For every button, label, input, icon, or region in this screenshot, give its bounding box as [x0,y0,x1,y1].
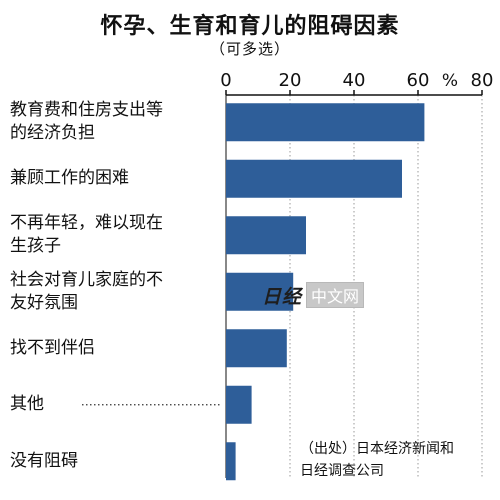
chart-title: 怀孕、生育和育儿的阻碍因素 [100,14,400,39]
category-label-line: 其他 [10,394,44,415]
bar [226,159,402,198]
category-label-line: 没有阻碍 [10,450,78,471]
x-tick-label: 0 [220,70,231,91]
source-note: （出处）日本经济新闻和 日经调查公司 [300,438,454,482]
x-axis-unit: % [442,71,458,91]
category-label: 兼顾工作的困难 [10,167,129,190]
category-label-line: 社会对育儿家庭的不 [10,269,163,290]
category-label: 找不到伴侣 [10,337,95,360]
category-label-line: 兼顾工作的困难 [10,168,129,189]
bar [226,216,306,255]
category-label: 没有阻碍 [10,450,78,473]
bar [226,272,294,311]
x-tick-label: 60 [407,70,430,91]
category-label-line: 的经济负担 [10,123,95,144]
watermark: 日经 中文网 [262,282,365,308]
category-label: 不再年轻，难以现在 生孩子 [10,212,163,258]
category-label-line: 教育费和住房支出等 [10,100,163,121]
x-tick-label: 40 [343,70,366,91]
bar [226,385,252,424]
bar [226,329,287,368]
bar [226,103,425,142]
x-tick-label: 80 [471,70,494,91]
category-label: 其他 [10,393,44,416]
category-label: 教育费和住房支出等 的经济负担 [10,99,163,145]
x-tick-label: 20 [279,70,302,91]
source-line-2: 日经调查公司 [300,463,384,479]
category-label-line: 找不到伴侣 [10,337,95,358]
watermark-logo: 日经 [262,285,303,308]
chart-subtitle: （可多选） [209,40,290,58]
category-label: 社会对育儿家庭的不 友好氛围 [10,269,163,315]
category-label-line: 不再年轻，难以现在 [10,213,163,234]
watermark-text: 中文网 [306,282,365,308]
source-line-1: （出处）日本经济新闻和 [300,441,454,457]
bar [226,442,236,481]
category-label-line: 生孩子 [10,236,61,257]
category-label-line: 友好氛围 [10,292,78,313]
